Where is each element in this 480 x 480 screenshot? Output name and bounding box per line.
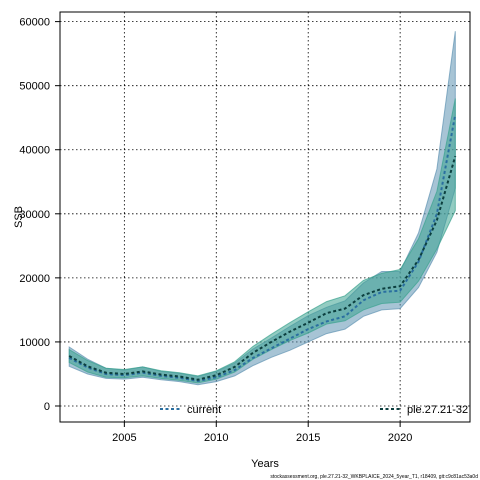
x-tick-label: 2005 bbox=[112, 432, 136, 444]
confidence-band-1 bbox=[68, 98, 456, 384]
y-axis-label: SSB bbox=[13, 206, 25, 228]
y-tick-label: 10000 bbox=[19, 337, 50, 349]
x-tick-label: 2015 bbox=[296, 432, 320, 444]
plot-frame bbox=[59, 11, 471, 423]
legend-label-0: current bbox=[187, 404, 221, 416]
series-line-0 bbox=[68, 114, 457, 383]
confidence-band-0 bbox=[68, 31, 456, 386]
confidence-bands bbox=[68, 31, 456, 386]
y-tick-label: 50000 bbox=[19, 81, 50, 93]
axes: 2005 2010 2015 2020 0 10000 20000 30000 40000 500… bbox=[19, 17, 412, 444]
x-tick-label: 2020 bbox=[388, 432, 412, 444]
x-axis-label: Years bbox=[251, 458, 279, 470]
series-line-1 bbox=[68, 155, 457, 381]
grid-lines bbox=[60, 12, 470, 422]
legend-label-1: ple.27.21-32 bbox=[407, 404, 468, 416]
series-lines bbox=[68, 114, 457, 383]
y-tick-label: 60000 bbox=[19, 17, 50, 29]
y-tick-label: 40000 bbox=[19, 145, 50, 157]
footer-credit: stockassessment.org, ple.27.21-32_WKBPLA… bbox=[270, 474, 478, 480]
x-tick-label: 2010 bbox=[204, 432, 228, 444]
y-tick-label: 20000 bbox=[19, 273, 50, 285]
y-tick-label: 0 bbox=[44, 401, 50, 413]
y-tick-label: 30000 bbox=[19, 209, 50, 221]
legend: current ple.27.21-32 bbox=[160, 404, 468, 416]
